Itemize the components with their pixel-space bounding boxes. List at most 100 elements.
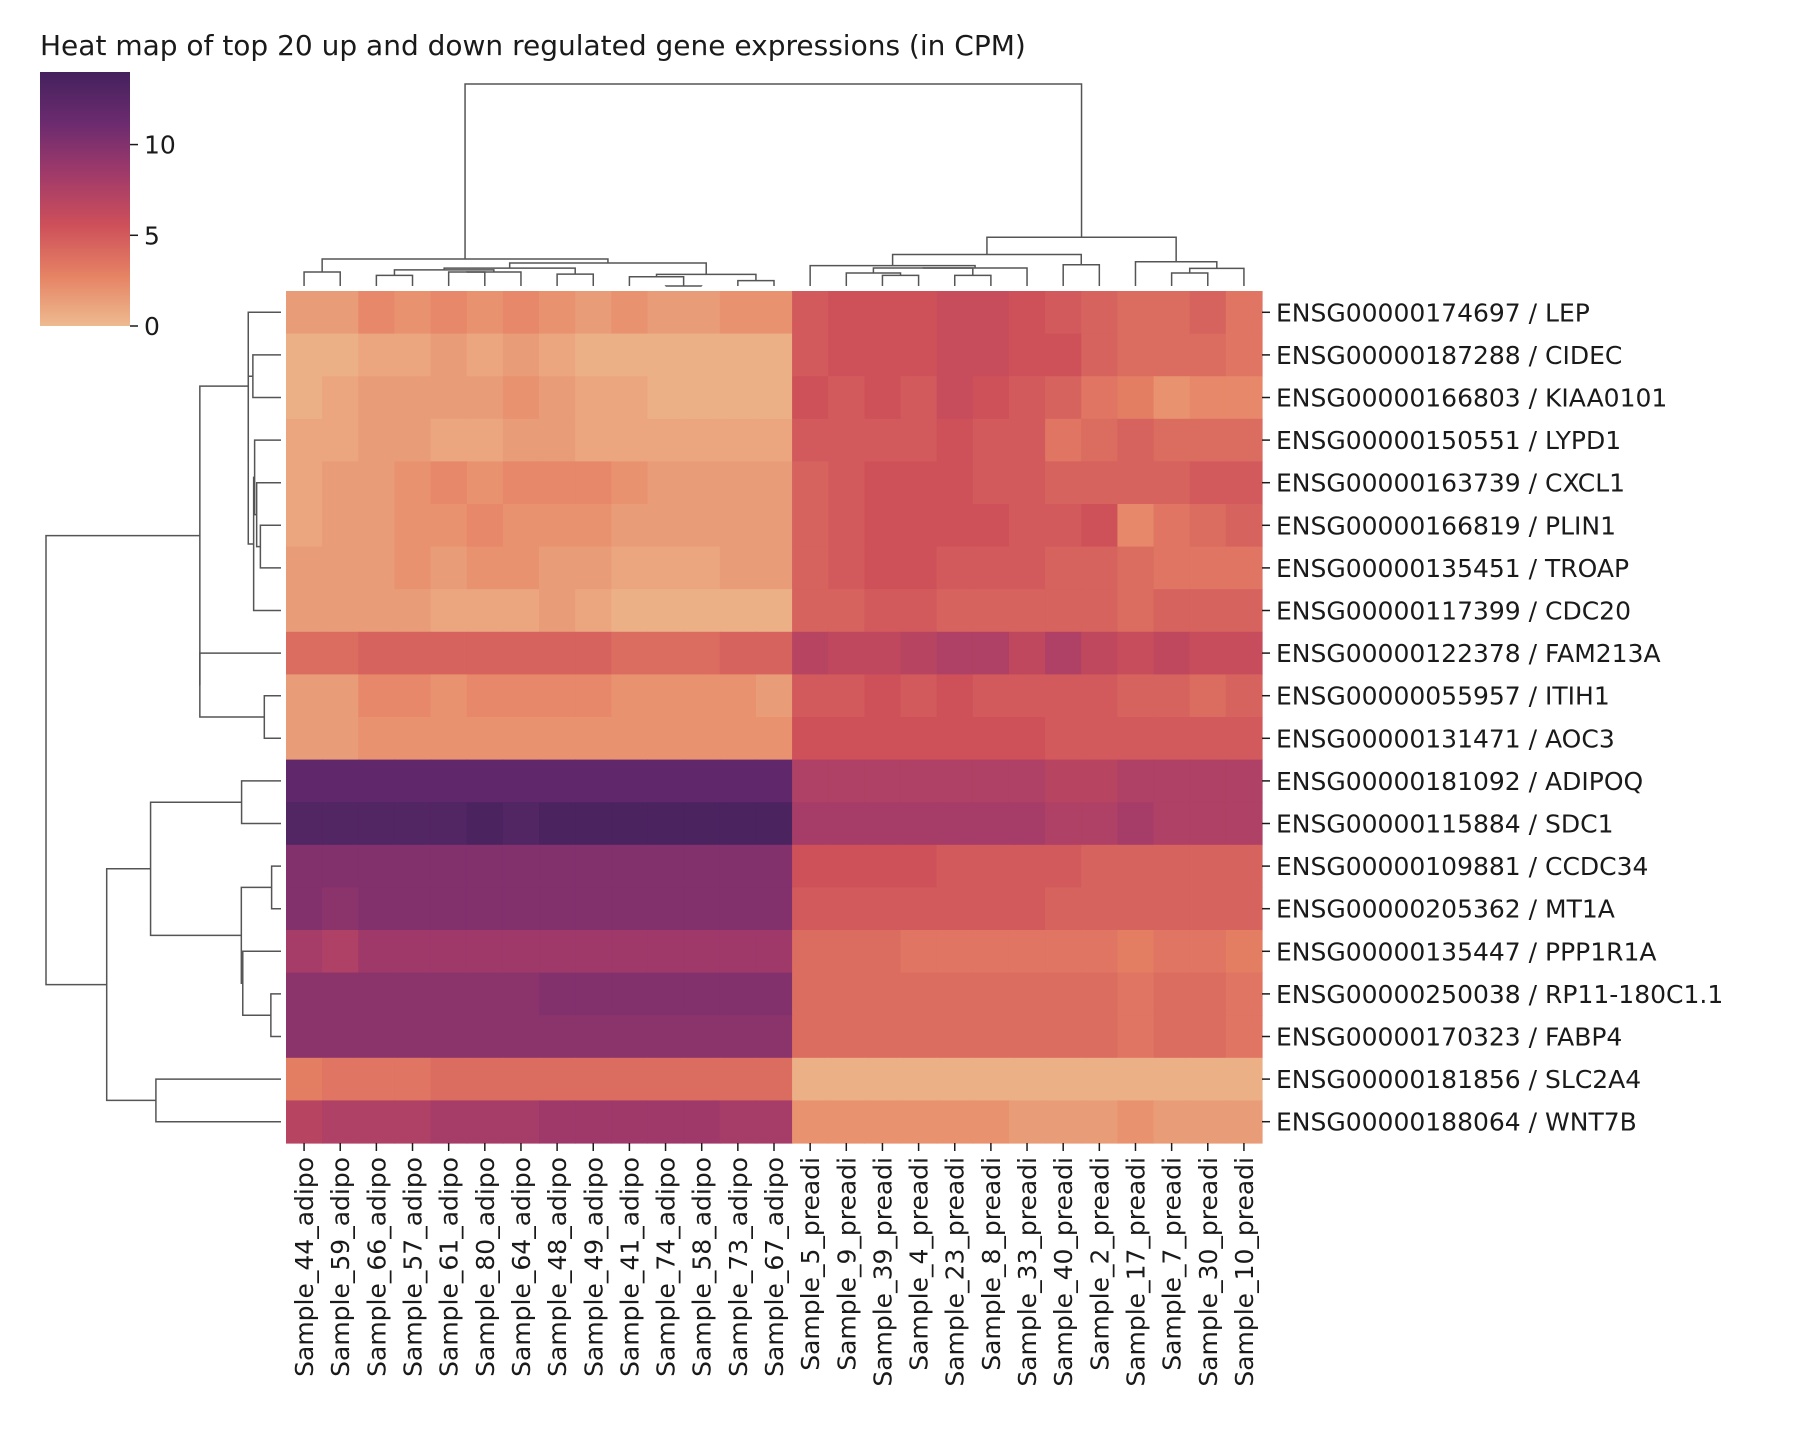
- heatmap-cell: [502, 461, 540, 505]
- heatmap-cell: [466, 1015, 504, 1059]
- heatmap-cell: [539, 333, 576, 377]
- heatmap-cell: [358, 802, 396, 846]
- heatmap-cell: [322, 674, 359, 718]
- heatmap-cell: [864, 504, 902, 548]
- heatmap-cell: [792, 972, 829, 1016]
- heatmap-cell: [755, 333, 793, 377]
- heatmap-cell: [1117, 1100, 1155, 1144]
- heatmap-cell: [1225, 844, 1263, 888]
- heatmap-cell: [575, 1057, 612, 1101]
- heatmap-cell: [502, 418, 540, 462]
- heatmap-cell: [1189, 376, 1227, 420]
- dendrogram-link: [443, 267, 576, 275]
- heatmap-cell: [575, 291, 612, 335]
- heatmap-cell: [575, 589, 612, 633]
- heatmap-cell: [1045, 461, 1082, 505]
- heatmap-cell: [322, 418, 359, 462]
- heatmap-cell: [322, 461, 359, 505]
- heatmap-cell: [575, 1015, 612, 1059]
- heatmap-cell: [539, 631, 576, 675]
- heatmap-cell: [575, 461, 612, 505]
- heatmap-cell: [430, 1100, 468, 1144]
- heatmap-cell: [755, 504, 793, 548]
- heatmap-cell: [358, 674, 396, 718]
- heatmap-cell: [1117, 1057, 1155, 1101]
- heatmap-cell: [719, 546, 757, 590]
- heatmap-cell: [1153, 333, 1191, 377]
- heatmap-cell: [972, 631, 1010, 675]
- column-label: Sample_4_preadi: [905, 1157, 934, 1371]
- heatmap-cell: [972, 333, 1010, 377]
- heatmap-cell: [1225, 376, 1263, 420]
- heatmap-cell: [864, 802, 902, 846]
- heatmap-cell: [719, 291, 757, 335]
- heatmap-cell: [539, 461, 576, 505]
- heatmap-cell: [719, 333, 757, 377]
- heatmap-cell: [900, 504, 938, 548]
- heatmap-cell: [683, 461, 721, 505]
- heatmap-cell: [611, 589, 649, 633]
- dendrogram-link: [259, 524, 281, 569]
- heatmap-cell: [900, 631, 938, 675]
- heatmap-cell: [1008, 930, 1046, 974]
- heatmap-cell: [683, 291, 721, 335]
- heatmap-cell: [1045, 717, 1082, 761]
- heatmap-cell: [1117, 717, 1155, 761]
- heatmap-cell: [936, 631, 974, 675]
- heatmap-cell: [430, 1057, 468, 1101]
- heatmap-cell: [539, 1015, 576, 1059]
- heatmap-cell: [1081, 504, 1119, 548]
- heatmap-cell: [1189, 844, 1227, 888]
- heatmap-cell: [502, 674, 540, 718]
- heatmap-cell: [1225, 802, 1263, 846]
- heatmap-cell: [322, 546, 359, 590]
- column-label: Sample_2_preadi: [1085, 1157, 1114, 1371]
- heatmap-cell: [1153, 546, 1191, 590]
- heatmap-cell: [1008, 759, 1046, 803]
- heatmap-cell: [466, 504, 504, 548]
- heatmap-cell: [394, 759, 432, 803]
- column-label: Sample_17_preadi: [1121, 1157, 1150, 1387]
- heatmap-cell: [900, 333, 938, 377]
- column-label: Sample_7_preadi: [1158, 1157, 1187, 1371]
- column-label: Sample_80_adipo: [471, 1157, 500, 1377]
- heatmap-cell: [647, 972, 685, 1016]
- heatmap-cell: [864, 1015, 902, 1059]
- heatmap-cell: [358, 376, 396, 420]
- heatmap-cell: [358, 1100, 396, 1144]
- heatmap-cell: [611, 546, 649, 590]
- row-label: ENSG00000187288 / CIDEC: [1276, 341, 1622, 370]
- heatmap-cell: [683, 1015, 721, 1059]
- heatmap-cell: [1153, 844, 1191, 888]
- heatmap-cell: [864, 717, 902, 761]
- heatmap-cell: [1153, 1057, 1191, 1101]
- heatmap-cell: [358, 1015, 396, 1059]
- heatmap-cell: [1117, 759, 1155, 803]
- heatmap-cell: [936, 418, 974, 462]
- heatmap-cell: [828, 333, 865, 377]
- heatmap-cell: [936, 1057, 974, 1101]
- heatmap-cell: [1189, 972, 1227, 1016]
- heatmap-cell: [502, 376, 540, 420]
- heatmap-cell: [1189, 887, 1227, 931]
- dendrogram-link: [628, 276, 685, 286]
- heatmap-cell: [972, 930, 1010, 974]
- heatmap-cell: [755, 887, 793, 931]
- heatmap-cell: [394, 333, 432, 377]
- heatmap-cell: [900, 759, 938, 803]
- heatmap-cell: [611, 844, 649, 888]
- heatmap-cell: [394, 1057, 432, 1101]
- heatmap-cell: [864, 674, 902, 718]
- heatmap-cell: [1225, 546, 1263, 590]
- heatmap-cell: [358, 972, 396, 1016]
- heatmap-cell: [647, 376, 685, 420]
- heatmap-cell: [322, 972, 359, 1016]
- heatmap-cell: [683, 759, 721, 803]
- heatmap-cell: [719, 887, 757, 931]
- heatmap-cell: [502, 1015, 540, 1059]
- row-label: ENSG00000117399 / CDC20: [1276, 597, 1631, 626]
- heatmap-cell: [286, 887, 323, 931]
- heatmap-cell: [1189, 589, 1227, 633]
- heatmap-cell: [1045, 546, 1082, 590]
- heatmap-cell: [1008, 333, 1046, 377]
